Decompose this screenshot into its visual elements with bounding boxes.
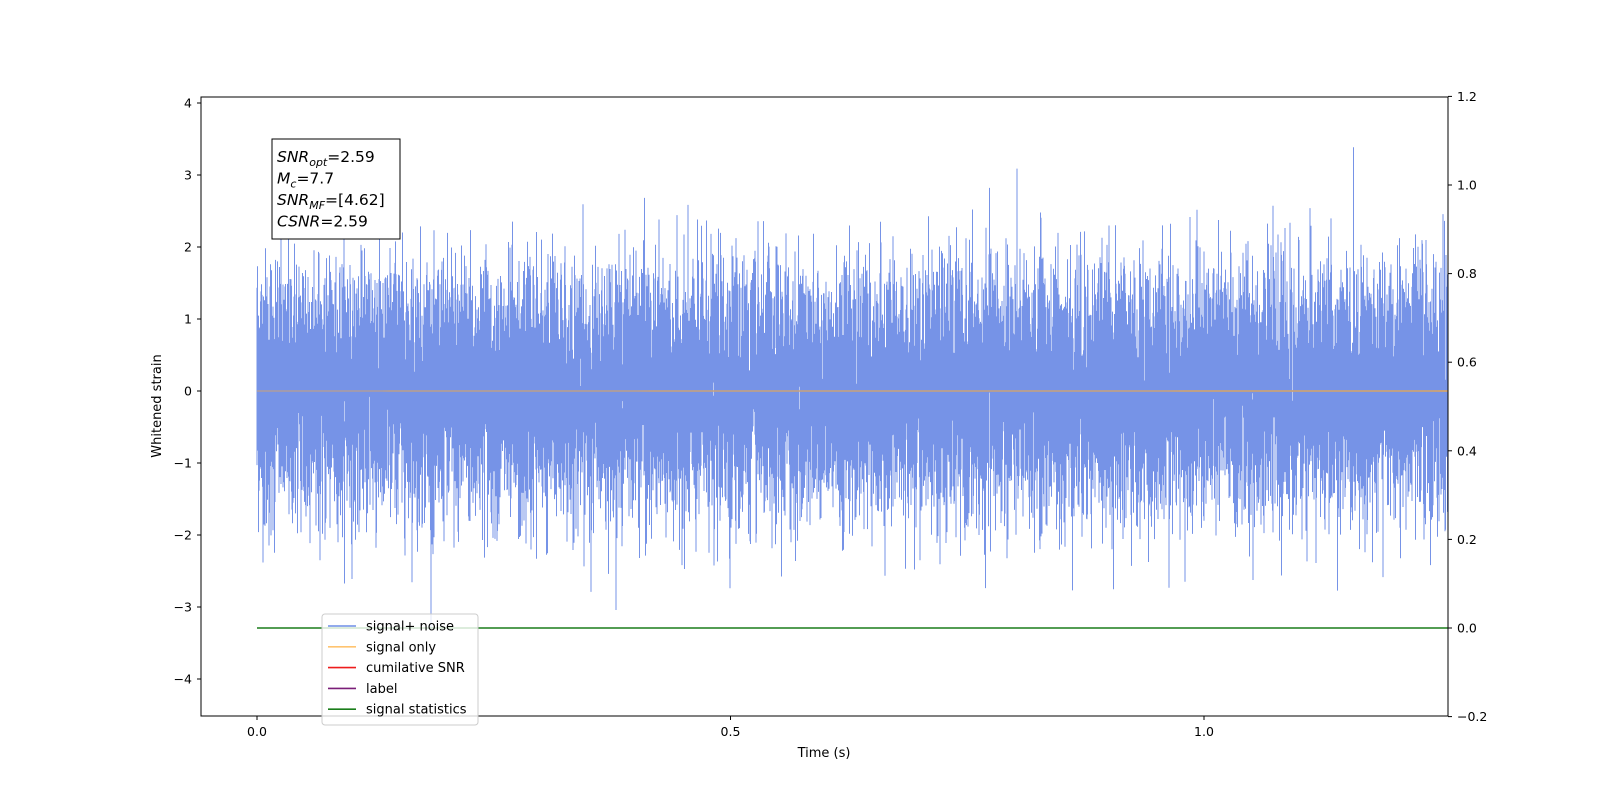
legend-frame [321,613,479,726]
plot-frame [200,96,1449,717]
y-tick-label: −1 [174,456,192,471]
legend-label: signal+ noise [366,620,454,635]
legend-label: cumilative SNR [366,661,465,676]
y-tick-label: 2 [184,240,192,255]
y2-tick-label: 1.0 [1457,178,1477,193]
annotation-line: Mc=7.7 [277,170,334,191]
signal-only-envelope [257,390,1448,392]
x-tick-label: 0.5 [721,724,741,739]
legend-label: signal only [366,640,436,655]
y-tick-label: −3 [174,600,192,615]
y-axis-ticks: 4 3 2 1 0 −1 −2 −3 −4 [174,96,201,687]
y-tick-label: 4 [184,96,192,111]
y-axis-label: Whitened strain [150,354,165,457]
legend: signal+ noise signal only cumilative SNR la… [321,613,479,726]
x-tick-label: 0.0 [247,724,267,739]
annotation-line: SNRMF=[4.62] [277,191,385,212]
y-tick-label: 1 [184,312,192,327]
annotation-line: SNRopt=2.59 [277,148,375,169]
y2-tick-label: 0.8 [1457,266,1477,281]
annotation-line: CSNR=2.59 [277,213,368,231]
y-tick-label: 3 [184,168,192,183]
y2-tick-label: 0.2 [1457,532,1477,547]
y2-tick-label: 0.6 [1457,355,1477,370]
y-tick-label: 0 [184,384,192,399]
signal-noise-line [256,147,1448,630]
series-layer [256,147,1448,630]
x-axis-label: Time (s) [797,746,851,761]
y-tick-label: −2 [174,528,192,543]
y2-axis-ticks: 1.2 1.0 0.8 0.6 0.4 0.2 0.0 −0.2 [1448,89,1487,724]
legend-label: label [366,682,397,697]
y2-tick-label: 0.0 [1457,621,1477,636]
y2-tick-label: 0.4 [1457,443,1477,458]
x-tick-label: 1.0 [1194,724,1214,739]
x-axis-ticks: 0.00.51.01.52.02.53.03.54.04.55.05.56.06… [247,716,1214,739]
y2-tick-label: 1.2 [1457,89,1477,104]
y-tick-label: −4 [174,672,192,687]
legend-label: signal statistics [366,703,467,718]
y2-tick-label: −0.2 [1457,709,1487,724]
